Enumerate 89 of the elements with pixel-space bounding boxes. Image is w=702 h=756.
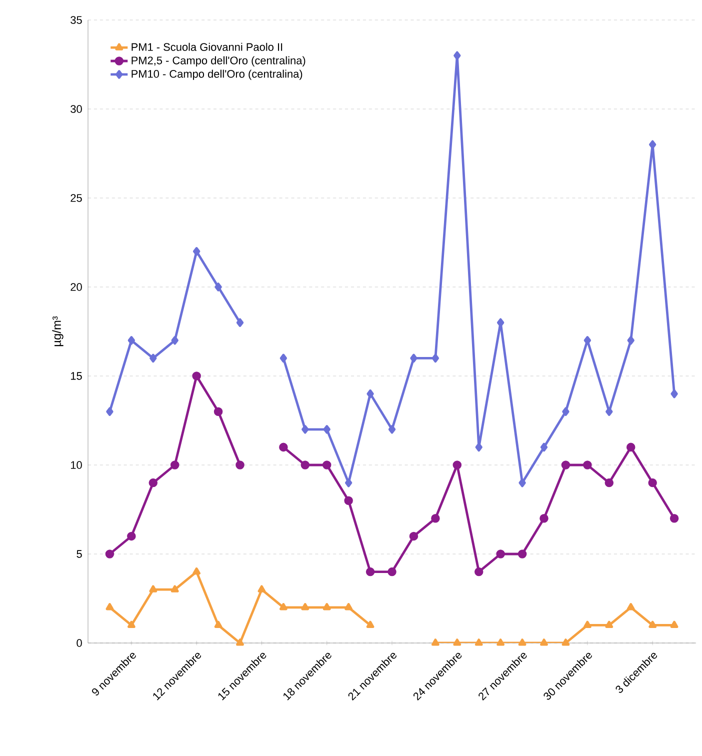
point [279, 603, 288, 610]
point [322, 603, 331, 610]
point [214, 282, 222, 292]
y-tick-label: 10 [70, 461, 82, 469]
point [236, 318, 244, 327]
y-tick-label: 5 [76, 550, 82, 558]
y-tick-label: 15 [70, 372, 82, 380]
point [148, 478, 158, 488]
legend-label: PM1 - Scuola Giovanni Paolo II [132, 42, 282, 51]
point [453, 638, 462, 646]
point [301, 603, 310, 610]
y-axis-title: µg/m³ [52, 316, 64, 346]
point [583, 460, 592, 470]
point [432, 354, 440, 363]
point [106, 603, 114, 610]
point [518, 550, 527, 558]
point [604, 478, 614, 488]
point [192, 567, 201, 575]
point [670, 389, 678, 398]
point [540, 514, 548, 523]
point [236, 638, 244, 646]
point [518, 638, 526, 646]
point [454, 51, 461, 60]
point [605, 620, 614, 628]
point [366, 389, 374, 398]
point [670, 620, 678, 628]
point [128, 336, 136, 345]
point [540, 442, 548, 452]
point [452, 460, 462, 470]
point [192, 247, 200, 256]
point [302, 425, 309, 434]
point [323, 425, 330, 434]
point [300, 460, 310, 470]
point [192, 372, 201, 380]
point [214, 620, 222, 628]
point [127, 620, 136, 628]
point [388, 425, 396, 434]
y-tick-label: 35 [70, 16, 82, 24]
point [474, 567, 484, 576]
point [562, 638, 570, 646]
point [540, 638, 548, 646]
point [366, 620, 374, 628]
point [583, 620, 592, 628]
legend-label: PM2,5 - Campo dell'Oro (centralina) [132, 56, 306, 66]
point [648, 620, 657, 628]
point [322, 460, 332, 470]
point [562, 407, 570, 416]
point [344, 478, 352, 488]
point [410, 354, 418, 363]
point [431, 514, 440, 523]
point [496, 638, 505, 646]
point [518, 478, 526, 488]
point [170, 585, 179, 592]
point [606, 407, 613, 416]
point [280, 354, 288, 363]
point [561, 460, 570, 470]
y-tick-label: 20 [70, 283, 82, 291]
y-tick-label: 0 [76, 639, 82, 647]
point [584, 336, 592, 345]
point [258, 585, 266, 592]
point [627, 336, 634, 345]
point [626, 603, 635, 610]
y-tick-label: 25 [70, 194, 82, 202]
point [214, 407, 223, 416]
point [106, 407, 114, 416]
point [431, 638, 440, 646]
point [670, 514, 679, 523]
point [388, 567, 396, 576]
point [366, 567, 375, 576]
point [149, 585, 158, 592]
point [626, 442, 636, 452]
y-tick-label: 30 [70, 105, 82, 113]
point [344, 603, 353, 610]
point [279, 442, 288, 452]
point [105, 550, 114, 558]
point [409, 532, 418, 541]
legend-label: PM10 - Campo dell'Oro (centralina) [132, 70, 302, 80]
point [127, 532, 136, 541]
point [236, 460, 244, 470]
point [150, 354, 157, 363]
point [171, 336, 178, 345]
point [474, 638, 483, 646]
point [475, 442, 482, 452]
point [170, 460, 180, 470]
point [496, 550, 505, 558]
point [344, 496, 353, 505]
point [648, 140, 656, 149]
point [496, 318, 504, 327]
point [648, 478, 657, 488]
